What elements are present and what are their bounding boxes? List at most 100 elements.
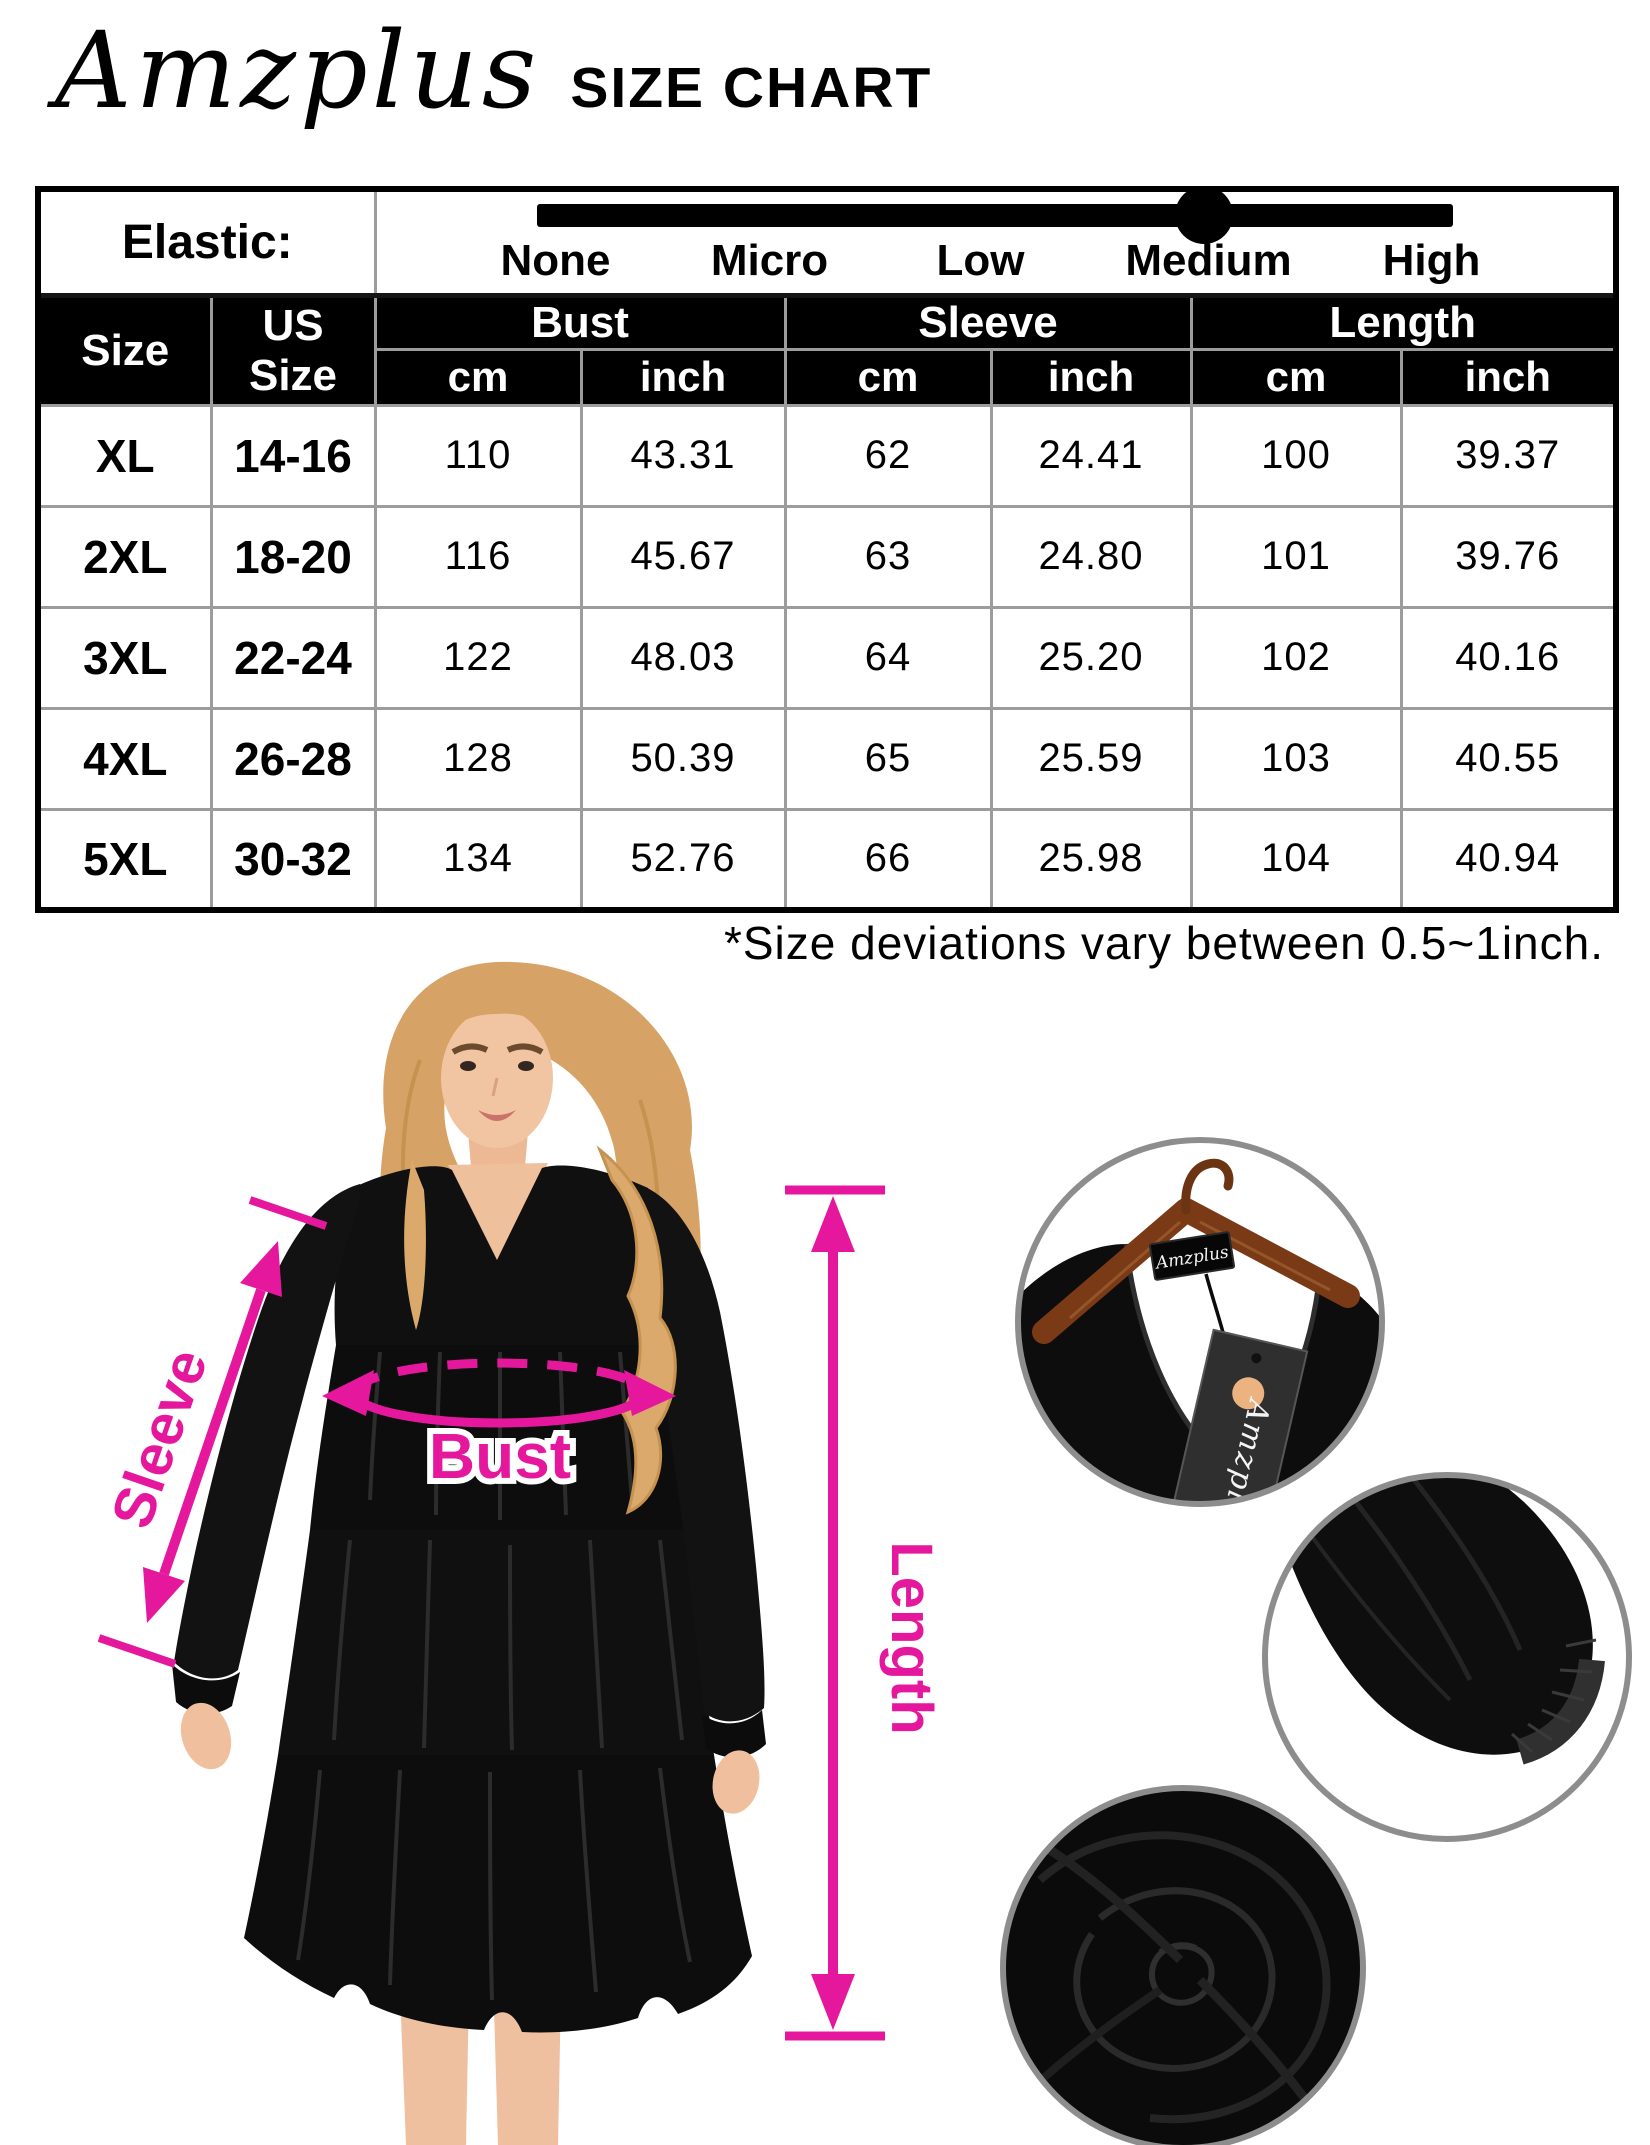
elastic-level-low: Low — [936, 236, 1025, 285]
neck-brand-label: Amzplus — [1148, 1231, 1236, 1281]
sleeve-cm-cell: 62 — [783, 403, 993, 508]
length-inch-cell: 40.55 — [1399, 706, 1618, 811]
table-row: XL 14-16 110 43.31 62 24.41 100 39.37 — [36, 403, 1618, 508]
bust-inch-cell: 52.76 — [579, 807, 787, 912]
cuff-ribbing — [1510, 1638, 1597, 1754]
brand-logo: Amzplus — [55, 9, 541, 132]
cuff-fold — [1388, 1475, 1523, 1651]
bust-label: Bust — [429, 1420, 571, 1492]
cuff-fold — [1298, 1518, 1452, 1702]
sleeve-inch-cell: 25.98 — [989, 807, 1193, 912]
dress-tier3 — [244, 1755, 752, 2033]
col-group-length: Length — [1189, 292, 1618, 351]
circle-ring — [1015, 1137, 1385, 1507]
length-inch-cell: 40.16 — [1399, 605, 1618, 710]
sleeve-cm-cell: 65 — [783, 706, 993, 811]
size-cell: XL — [36, 403, 213, 508]
model-hair-strand — [404, 1160, 426, 1330]
detail-circle-fabric — [1000, 1785, 1366, 2145]
bust-inch-cell: 45.67 — [579, 504, 787, 609]
dress-left-sleeve — [174, 1184, 361, 1679]
left-cuff — [172, 1664, 240, 1714]
model-hand — [180, 1702, 232, 1770]
sleeve-inch-cell: 24.41 — [989, 403, 1193, 508]
bust-cm-cell: 116 — [373, 504, 583, 609]
elastic-slider-thumb — [1174, 192, 1233, 244]
bust-cm-cell: 122 — [373, 605, 583, 710]
model-photo — [172, 961, 766, 2145]
col-header-size: Size — [36, 292, 213, 407]
bust-measure-ellipse — [322, 1358, 676, 1428]
col-group-bust: Bust — [373, 292, 787, 351]
model-hand — [712, 1750, 760, 1814]
length-inch-cell: 39.76 — [1399, 504, 1618, 609]
bust-cm-header: cm — [373, 347, 583, 407]
size-deviation-note: *Size deviations vary between 0.5~1inch. — [723, 917, 1604, 969]
size-cell: 2XL — [36, 504, 213, 609]
length-measure-arrow — [785, 1185, 885, 2041]
table-row: 4XL 26-28 128 50.39 65 25.59 103 40.55 — [36, 706, 1618, 811]
cuff-elastic-band — [1515, 1658, 1605, 1765]
sleeve-cm-cell: 63 — [783, 504, 993, 609]
dress-right-sleeve — [637, 1184, 765, 1722]
bust-inch-cell: 43.31 — [579, 403, 787, 508]
elastic-level-micro: Micro — [710, 236, 829, 285]
elastic-label: Elastic: — [36, 187, 377, 297]
us-size-cell: 30-32 — [209, 807, 377, 912]
length-cm-cell: 104 — [1189, 807, 1403, 912]
bust-inch-cell: 48.03 — [579, 605, 787, 710]
us-size-cell: 22-24 — [209, 605, 377, 710]
bust-cm-cell: 128 — [373, 706, 583, 811]
sleeve-inch-header: inch — [989, 347, 1193, 407]
length-label: Length — [879, 1541, 944, 1734]
us-size-line2: Size — [248, 350, 338, 400]
model-hair-fringe — [438, 1002, 558, 1042]
table-row: 3XL 22-24 122 48.03 64 25.20 102 40.16 — [36, 605, 1618, 710]
length-cm-cell: 102 — [1189, 605, 1403, 710]
sleeve-inch-cell: 24.80 — [989, 504, 1193, 609]
elastic-level-medium: Medium — [1125, 236, 1292, 285]
elastic-row: Elastic: None Micro Low Medium High — [36, 187, 1618, 297]
circle-ring — [1262, 1472, 1632, 1842]
detail-circle-cuff — [1262, 1472, 1632, 1842]
elastic-level-none: None — [500, 236, 611, 285]
model-face-features — [451, 1043, 544, 1121]
detail-circle-neckline: Amzplus Amzplus — [1015, 1137, 1385, 1507]
page-title: SIZE CHART — [570, 56, 933, 120]
length-cm-cell: 101 — [1189, 504, 1403, 609]
us-size-cell: 18-20 — [209, 504, 377, 609]
model-hair-front — [596, 1145, 677, 1515]
hanger-grain — [1069, 1220, 1181, 1320]
circle-ring — [1000, 1785, 1366, 2145]
hanger-hook-icon — [1181, 1158, 1234, 1215]
sleeve-label: Sleeve — [99, 1341, 220, 1536]
length-inch-header: inch — [1399, 347, 1618, 407]
sleeve-cm-cell: 64 — [783, 605, 993, 710]
size-cell: 5XL — [36, 807, 213, 912]
length-cm-cell: 103 — [1189, 706, 1403, 811]
table-row: 5XL 30-32 134 52.76 66 25.98 104 40.94 — [36, 807, 1618, 912]
table-row: 2XL 18-20 116 45.67 63 24.80 101 39.76 — [36, 504, 1618, 609]
dress-gathers — [296, 1351, 692, 2001]
bust-cm-cell: 110 — [373, 403, 583, 508]
sleeve-cm-header: cm — [783, 347, 993, 407]
sleeve-measure-arrow — [97, 1196, 328, 1668]
dress-tier2 — [278, 1530, 714, 1755]
size-cell: 4XL — [36, 706, 213, 811]
right-cuff — [702, 1710, 766, 1758]
sleeve-cm-cell: 66 — [783, 807, 993, 912]
sleeve-inch-cell: 25.20 — [989, 605, 1193, 710]
brand-header: Amzplus SIZE CHART — [55, 18, 932, 124]
sleeve-inch-cell: 25.59 — [989, 706, 1193, 811]
col-header-us-size: US Size — [209, 292, 377, 407]
elastic-scale: None Micro Low Medium High — [373, 187, 1618, 297]
length-cm-cell: 100 — [1189, 403, 1403, 508]
bust-inch-header: inch — [579, 347, 787, 407]
us-size-line1: US — [262, 301, 324, 351]
size-chart-table: Elastic: None Micro Low Medium High Size… — [35, 186, 1619, 913]
us-size-cell: 26-28 — [209, 706, 377, 811]
fabric-swatch — [1003, 1788, 1363, 2145]
table-header-units: cm inch cm inch cm inch — [38, 347, 1618, 407]
